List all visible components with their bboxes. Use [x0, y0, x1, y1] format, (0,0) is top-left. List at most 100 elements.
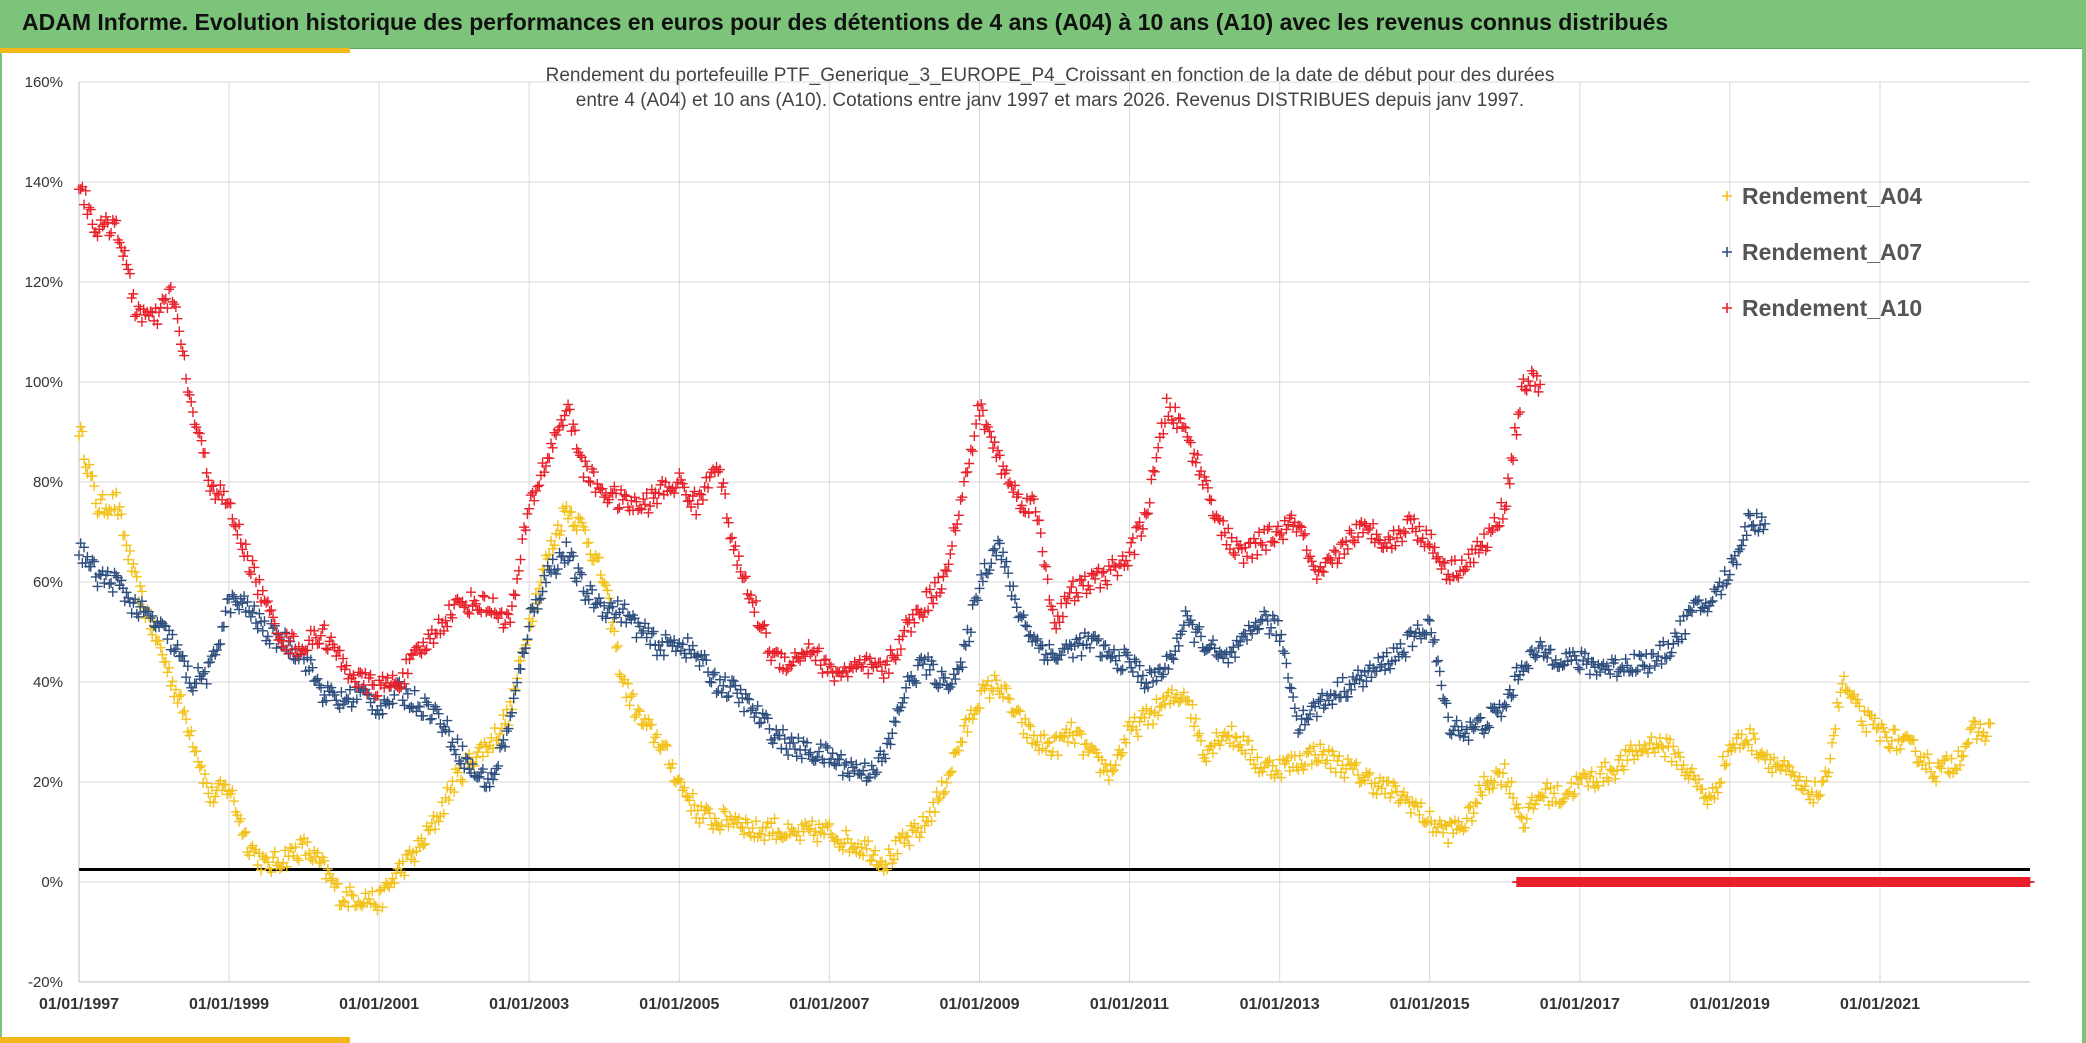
- point-rendement-a07: [259, 616, 270, 627]
- point-rendement-a10: [530, 485, 541, 496]
- point-rendement-a07: [1550, 654, 1561, 665]
- point-rendement-a04: [1528, 803, 1539, 814]
- point-rendement-a04: [494, 729, 505, 740]
- point-rendement-a10: [757, 621, 768, 632]
- point-rendement-a10: [496, 607, 507, 618]
- point-rendement-a10: [1153, 442, 1164, 453]
- point-rendement-a10: [1037, 546, 1048, 557]
- point-rendement-a07: [834, 754, 845, 765]
- point-rendement-a07: [940, 672, 951, 683]
- point-rendement-a10: [172, 313, 183, 324]
- point-rendement-a07: [515, 664, 526, 675]
- point-rendement-a10: [131, 309, 142, 320]
- point-rendement-a10: [1126, 537, 1137, 548]
- point-rendement-a04: [1023, 719, 1034, 730]
- point-rendement-a04: [607, 617, 618, 628]
- point-rendement-a10: [1267, 536, 1278, 547]
- point-rendement-a07: [123, 592, 134, 603]
- point-rendement-a07: [1639, 661, 1650, 672]
- point-rendement-a04: [585, 549, 596, 560]
- point-rendement-a10: [154, 307, 165, 318]
- point-rendement-a04: [1134, 716, 1145, 727]
- point-rendement-a10: [167, 296, 178, 307]
- point-rendement-a04: [841, 825, 852, 836]
- point-rendement-a07: [524, 621, 535, 632]
- point-rendement-a10: [350, 676, 361, 687]
- point-rendement-a07: [1422, 614, 1433, 625]
- point-rendement-a07: [1303, 714, 1314, 725]
- point-rendement-a07: [1042, 655, 1053, 666]
- point-rendement-a10: [1503, 473, 1514, 484]
- point-rendement-a04: [116, 509, 127, 520]
- point-rendement-a04: [652, 729, 663, 740]
- point-rendement-a04: [240, 827, 251, 838]
- point-rendement-a07: [948, 669, 959, 680]
- point-rendement-a07: [987, 545, 998, 556]
- point-rendement-a10: [508, 589, 519, 600]
- point-rendement-a10: [1477, 540, 1488, 551]
- point-rendement-a10: [1035, 528, 1046, 539]
- point-rendement-a07: [1097, 651, 1107, 662]
- point-rendement-a07: [779, 733, 790, 744]
- point-rendement-a10: [977, 405, 988, 416]
- point-rendement-a04: [160, 656, 171, 667]
- point-rendement-a07: [1344, 679, 1355, 690]
- point-rendement-a04: [643, 714, 654, 725]
- point-rendement-a10: [892, 650, 903, 661]
- point-rendement-a04: [1467, 815, 1477, 826]
- y-tick-label: 160%: [25, 74, 63, 91]
- point-rendement-a10: [524, 503, 535, 514]
- point-rendement-a10: [1034, 515, 1045, 526]
- point-rendement-a07: [1421, 629, 1432, 640]
- point-rendement-a04: [1649, 747, 1660, 758]
- point-rendement-a04: [1664, 734, 1675, 745]
- point-rendement-a10: [876, 666, 887, 677]
- point-rendement-a04: [1322, 755, 1333, 766]
- point-rendement-a07: [1612, 671, 1623, 682]
- point-rendement-a10: [286, 628, 297, 639]
- point-rendement-a07: [1465, 716, 1476, 727]
- point-rendement-a07: [1121, 647, 1132, 658]
- point-rendement-a10: [895, 644, 906, 655]
- point-rendement-a10: [124, 268, 135, 279]
- point-rendement-a07: [145, 613, 156, 624]
- point-rendement-a07: [1100, 639, 1111, 650]
- point-rendement-a04: [604, 593, 615, 604]
- point-rendement-a04: [1189, 721, 1200, 732]
- point-rendement-a10: [123, 264, 134, 275]
- point-rendement-a04: [622, 678, 633, 689]
- point-rendement-a07: [425, 714, 436, 725]
- point-rendement-a10: [1417, 533, 1428, 544]
- point-rendement-a07: [518, 648, 529, 659]
- point-rendement-a10: [309, 625, 320, 636]
- point-rendement-a07: [636, 628, 647, 639]
- point-rendement-a04: [689, 800, 700, 811]
- point-rendement-a10: [732, 560, 743, 571]
- point-rendement-a07: [602, 607, 613, 618]
- point-rendement-a07: [1283, 672, 1294, 683]
- point-rendement-a10: [691, 509, 702, 520]
- point-rendement-a07: [1276, 629, 1287, 640]
- point-rendement-a04: [756, 829, 767, 840]
- point-rendement-a10: [730, 541, 741, 552]
- point-rendement-a07: [1274, 636, 1285, 647]
- point-rendement-a07: [1074, 632, 1085, 643]
- grid-layer: [78, 81, 2030, 983]
- point-rendement-a04: [1610, 773, 1621, 784]
- point-rendement-a07: [1506, 692, 1517, 703]
- point-rendement-a07: [783, 750, 794, 761]
- point-rendement-a07: [1189, 637, 1200, 648]
- point-rendement-a04: [998, 692, 1009, 703]
- point-rendement-a07: [1666, 647, 1677, 658]
- point-rendement-a04: [344, 882, 355, 893]
- point-rendement-a10: [1170, 402, 1181, 413]
- point-rendement-a04: [1842, 685, 1853, 696]
- point-rendement-a10: [1226, 532, 1237, 543]
- point-rendement-a07: [484, 781, 495, 792]
- point-rendement-a10: [539, 467, 550, 478]
- point-rendement-a07: [512, 677, 523, 688]
- point-rendement-a07: [1327, 699, 1338, 710]
- point-rendement-a07: [778, 724, 789, 735]
- point-rendement-a07: [167, 629, 178, 640]
